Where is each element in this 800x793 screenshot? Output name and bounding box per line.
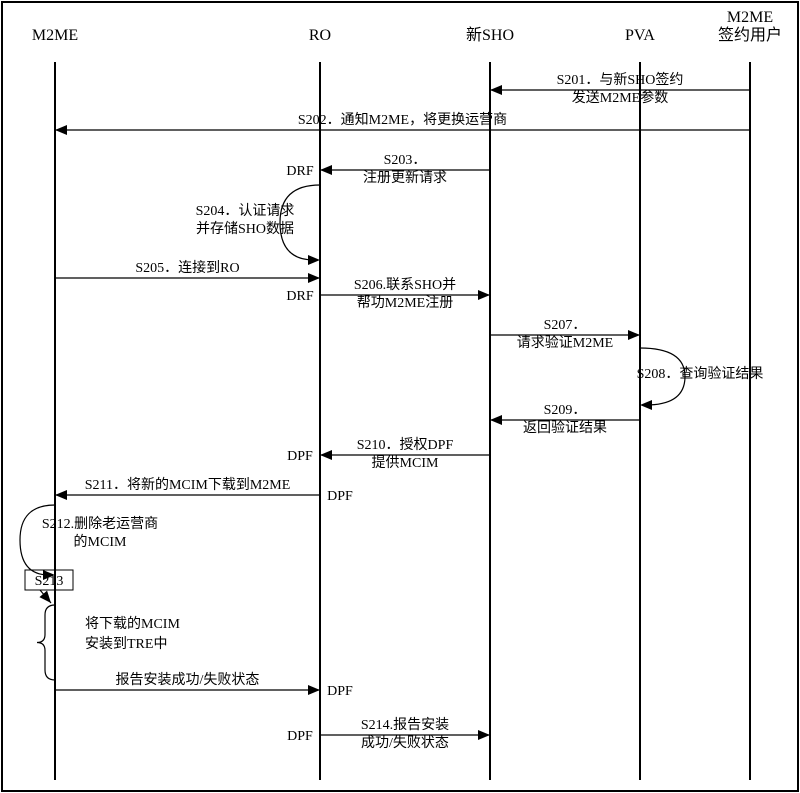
msg-label-s207: 请求验证M2ME <box>517 335 613 351</box>
selfcall-s212: S212.删除老运营商的MCIM <box>20 505 158 580</box>
lane-tag: DPF <box>287 449 313 464</box>
msg-s207: S207． 请求验证M2ME <box>490 318 640 351</box>
lifeline-label-user: 签约用户 <box>718 26 782 44</box>
sequence-diagram: M2MERO新SHOPVAM2ME签约用户DRFDRFDPFDPFDPFDPFS… <box>0 0 800 793</box>
msg-label-s203: 注册更新请求 <box>363 170 447 186</box>
msg-s205: S205．连接到RO <box>55 259 320 283</box>
lane-tag: DPF <box>287 729 313 744</box>
selfcall-label-s204: S204．认证请求 <box>196 203 295 219</box>
msg-label-s207: S207． <box>544 318 587 333</box>
msg-s211: S211．将新的MCIM下载到M2ME <box>55 477 320 500</box>
lane-tag: DPF <box>327 489 353 504</box>
msg-label-s213b: 报告安装成功/失败状态 <box>116 672 260 688</box>
msg-label-s210: 提供MCIM <box>372 455 439 471</box>
selfcall-s204: S204．认证请求并存储SHO数据 <box>196 185 320 265</box>
msg-s210: S210．授权DPF 提供MCIM <box>320 437 490 471</box>
lifeline-label-pva: PVA <box>625 27 655 44</box>
s213-label: S213 <box>35 574 64 589</box>
lifeline-sho: 新SHO <box>466 26 514 780</box>
msg-s201: S201．与新SHO签约发送M2ME参数 <box>490 71 750 106</box>
msg-label-s211: S211．将新的MCIM下载到M2ME <box>85 477 291 493</box>
msg-label-s201: 发送M2ME参数 <box>572 89 668 106</box>
lifeline-ro: RO <box>309 27 331 780</box>
lane-tag: DRF <box>286 164 313 179</box>
lifeline-user: M2ME签约用户 <box>718 9 782 780</box>
lifeline-label-user: M2ME <box>727 9 773 26</box>
lifeline-label-ro: RO <box>309 27 331 44</box>
selfcall-label-s208: S208．查询验证结果 <box>637 366 764 382</box>
lifeline-label-sho: 新SHO <box>466 26 514 44</box>
msg-label-s205: S205．连接到RO <box>135 259 239 276</box>
brace-icon <box>37 605 55 680</box>
lane-tag: DRF <box>286 289 313 304</box>
msg-label-s214: S214.报告安装 <box>361 717 449 733</box>
lane-tag: DPF <box>327 684 353 699</box>
s213-arrow <box>39 590 51 603</box>
msg-label-s206: S206.联系SHO并 <box>354 277 456 293</box>
s213-block: S213 将下载的MCIM 安装到TRE中 <box>25 570 180 680</box>
selfcall-label-s212: 的MCIM <box>74 534 127 550</box>
selfcall-s208: S208．查询验证结果 <box>637 348 764 410</box>
msg-s213b: 报告安装成功/失败状态 <box>55 672 320 695</box>
msg-label-s209: 返回验证结果 <box>523 420 607 436</box>
msg-label-s206: 帮功M2ME注册 <box>357 295 453 311</box>
selfcall-label-s212: S212.删除老运营商 <box>42 516 158 532</box>
msg-label-s203: S203． <box>384 153 427 168</box>
msg-s203: S203． 注册更新请求 <box>320 153 490 186</box>
msg-label-s214: 成功/失败状态 <box>361 735 449 751</box>
msg-s206: S206.联系SHO并帮功M2ME注册 <box>320 277 490 311</box>
msg-label-s209: S209． <box>544 403 587 418</box>
lifeline-m2me: M2ME <box>32 27 78 780</box>
msg-s202: S202．通知M2ME，将更换运营商 <box>55 111 750 135</box>
msg-s214: S214.报告安装成功/失败状态 <box>320 717 490 751</box>
s213-text: 安装到TRE中 <box>85 636 167 652</box>
msg-label-s201: S201．与新SHO签约 <box>557 71 684 88</box>
lifeline-label-m2me: M2ME <box>32 27 78 44</box>
msg-s209: S209． 返回验证结果 <box>490 403 640 436</box>
msg-label-s210: S210．授权DPF <box>357 437 454 453</box>
msg-label-s202: S202．通知M2ME，将更换运营商 <box>298 111 507 128</box>
selfcall-label-s204: 并存储SHO数据 <box>196 221 294 237</box>
s213-text: 将下载的MCIM <box>85 616 180 632</box>
